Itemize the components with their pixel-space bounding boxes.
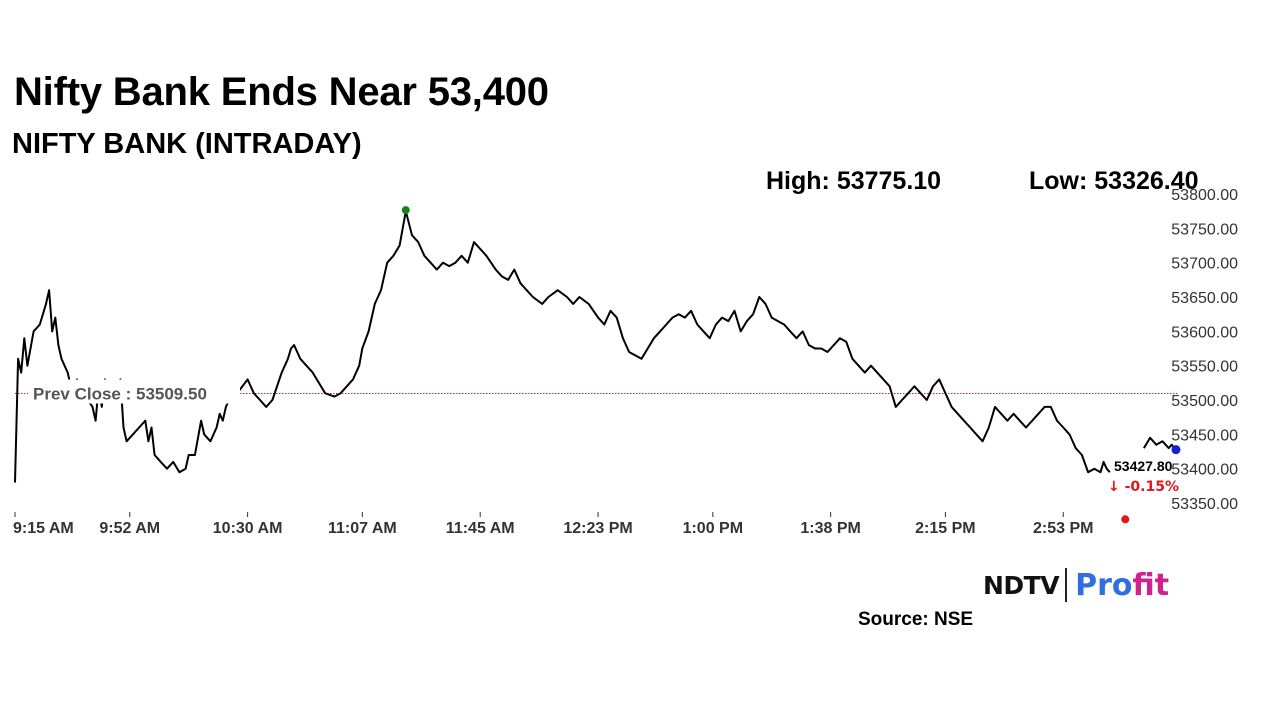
high-label: High: 53775.10 — [766, 167, 942, 195]
x-tick-label: 9:52 AM — [99, 520, 160, 537]
prev-close-label: Prev Close : 53509.50 — [33, 385, 207, 404]
price-series-segment — [14, 210, 1111, 483]
x-tick-label: 10:30 AM — [213, 520, 283, 537]
x-tick-label: 1:00 PM — [683, 520, 743, 537]
last-price-label: 53427.80 — [1114, 458, 1173, 474]
annotation-layer: Prev Close : 53509.50 53427.80 ↓ -0.15% — [28, 379, 1179, 495]
y-tick-label: 53350.00 — [1171, 496, 1238, 513]
x-tick-label: 12:23 PM — [563, 520, 632, 537]
high-marker — [401, 206, 410, 215]
x-tick-label: 1:38 PM — [800, 520, 860, 537]
y-tick-label: 53750.00 — [1171, 221, 1238, 238]
prev-close-label-bg — [28, 379, 240, 404]
y-tick-label: 53550.00 — [1171, 359, 1238, 376]
y-tick-label: 53450.00 — [1171, 427, 1238, 444]
x-axis: 9:15 AM 9:52 AM 10:30 AM 11:07 AM 11:45 AM 12… — [13, 512, 1093, 537]
x-tick-label: 2:15 PM — [915, 520, 975, 537]
marker-layer — [401, 206, 1181, 524]
low-marker — [1121, 515, 1130, 524]
x-tick-label: 9:15 AM — [13, 520, 74, 537]
chart-title: NIFTY BANK (INTRADAY) — [12, 128, 362, 160]
x-tick-label: 11:07 AM — [328, 520, 397, 537]
y-tick-label: 53500.00 — [1171, 393, 1238, 410]
x-tick-label: 11:45 AM — [446, 520, 515, 537]
ndtv-profit-logo: NDTV Profit — [983, 565, 1169, 605]
headline: Nifty Bank Ends Near 53,400 — [14, 70, 549, 114]
brand-ndtv: NDTV — [983, 570, 1060, 600]
brand-divider — [1065, 568, 1068, 602]
low-label: Low: 53326.40 — [1029, 167, 1199, 195]
price-line-layer — [14, 210, 1179, 483]
y-tick-label: 53650.00 — [1171, 290, 1238, 307]
y-tick-label: 53400.00 — [1171, 462, 1238, 479]
y-tick-label: 53800.00 — [1171, 187, 1238, 204]
y-axis: 53350.00 53400.00 53450.00 53500.00 53550.00… — [1171, 187, 1238, 513]
last-price-marker — [1171, 445, 1181, 455]
x-tick-label: 2:53 PM — [1033, 520, 1093, 537]
y-tick-label: 53600.00 — [1171, 324, 1238, 341]
y-tick-label: 53700.00 — [1171, 256, 1238, 273]
source-note: Source: NSE — [858, 609, 974, 630]
brand-profit: Profit — [1075, 567, 1170, 603]
change-label: ↓ -0.15% — [1108, 479, 1179, 495]
